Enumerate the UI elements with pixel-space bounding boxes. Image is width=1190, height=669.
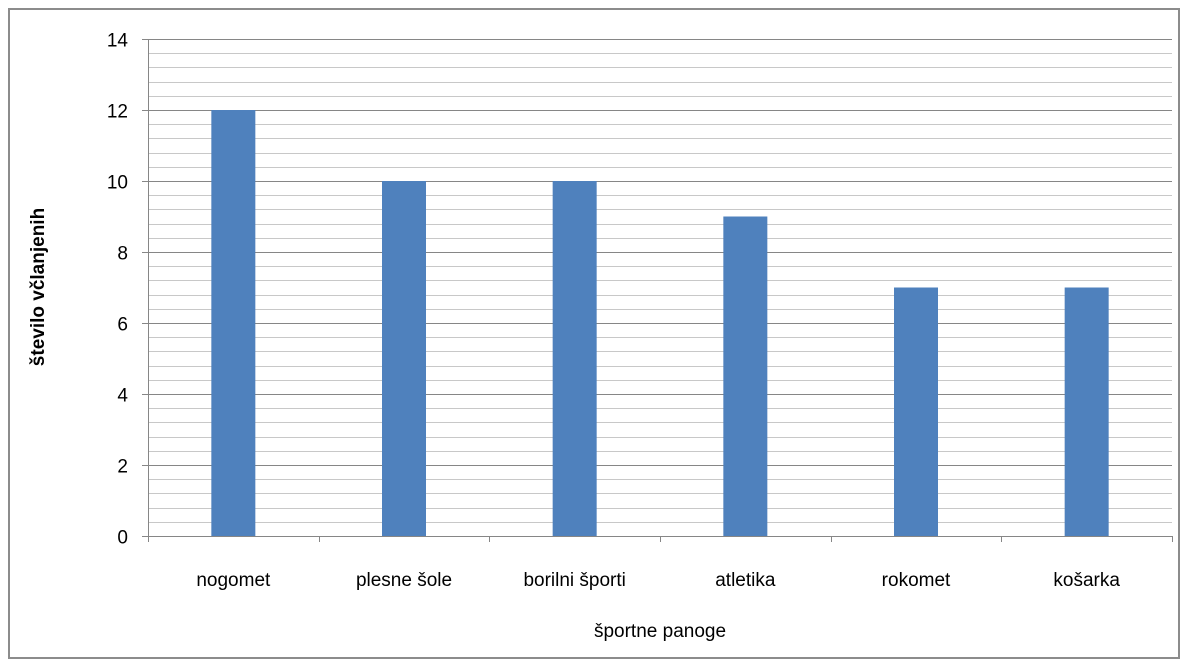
x-tick-label: atletika [715,570,776,591]
y-tick-label: 0 [117,528,128,549]
x-tick-label: rokomet [882,570,951,591]
bar [894,288,938,537]
y-tick-label: 4 [117,386,128,407]
x-tick-label: nogomet [196,570,271,591]
y-tick-label: 2 [117,457,128,478]
bar [723,217,767,537]
x-tick-label: plesne šole [356,570,452,591]
x-tick-label: košarka [1053,570,1120,591]
y-tick-labels: 0 2 4 6 8 10 12 14 [107,31,129,549]
y-tick-label: 10 [107,173,128,194]
bar [211,110,255,536]
y-tick-label: 14 [107,31,129,52]
x-tick-label: borilni športi [523,570,625,591]
grid-lines [148,40,1172,523]
x-axis-title: športne panoge [594,621,726,642]
bar [553,181,597,536]
bar [382,181,426,536]
y-tick-label: 6 [117,315,128,336]
y-tick-label: 8 [117,244,128,265]
y-axis-title: število včlanjenih [28,208,49,366]
y-tick-label: 12 [107,102,128,123]
axes [142,39,1173,542]
bar [1065,288,1109,537]
x-tick-labels: nogomet plesne šole borilni športi atletika… [196,570,1120,591]
